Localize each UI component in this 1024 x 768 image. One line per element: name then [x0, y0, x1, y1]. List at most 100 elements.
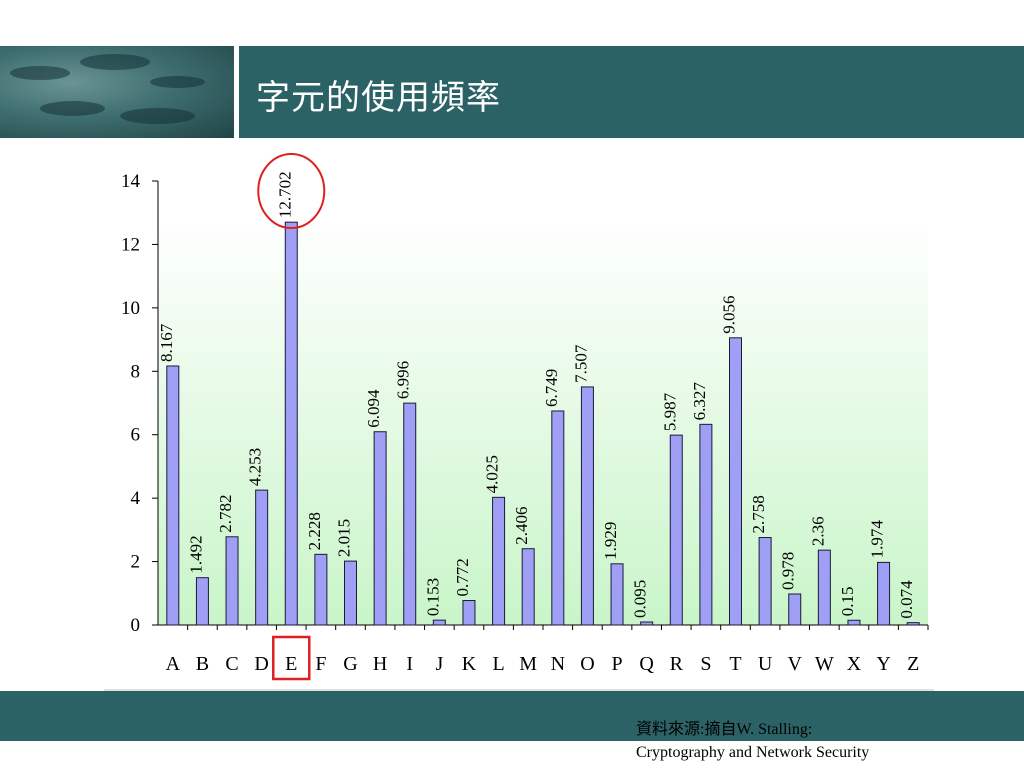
value-label: 0.772 — [453, 558, 472, 596]
value-label: 0.153 — [423, 578, 442, 616]
x-tick-label: X — [847, 653, 862, 675]
x-tick-label: E — [285, 653, 297, 675]
x-tick-label: Q — [639, 653, 654, 675]
x-tick-label: J — [435, 653, 443, 675]
value-label: 0.074 — [897, 580, 916, 619]
x-tick-label: V — [788, 653, 803, 675]
source-line-1: 資料來源:摘自W. Stalling: — [636, 721, 813, 738]
bar-m — [521, 548, 535, 626]
bar-e — [284, 221, 298, 626]
bar-p — [610, 563, 624, 626]
x-tick-label: I — [406, 653, 413, 675]
highlights — [257, 153, 326, 681]
value-label: 2.015 — [335, 519, 354, 557]
bar-y — [877, 561, 891, 626]
source-line-2: Cryptography and Network Security — [636, 744, 870, 761]
bar-g — [344, 560, 357, 626]
bar-a — [166, 365, 180, 626]
x-tick-label: L — [492, 653, 504, 675]
value-label: 4.253 — [246, 448, 265, 486]
bar-c — [225, 536, 239, 626]
x-tick-label: C — [225, 653, 238, 675]
highlight-circle — [257, 153, 326, 229]
y-tick-label: 10 — [121, 298, 140, 319]
bar-u — [758, 537, 772, 626]
value-label: 1.929 — [601, 522, 620, 560]
value-label: 4.025 — [483, 455, 502, 493]
footer-bar — [0, 691, 1024, 741]
y-tick-label: 4 — [131, 488, 141, 509]
bar-d — [255, 489, 269, 626]
value-label: 2.406 — [512, 506, 531, 544]
bar-o — [580, 386, 594, 626]
bar-w — [817, 549, 831, 626]
y-tick-label: 8 — [131, 361, 141, 382]
x-tick-label: O — [580, 653, 594, 675]
value-label: 6.327 — [690, 382, 709, 421]
bar-q — [640, 621, 654, 626]
x-tick-label: Y — [876, 653, 890, 675]
y-tick-label: 14 — [121, 171, 141, 192]
bars: 8.167 1.492 2.782 4.253 12.702 2.228 2.015 6.09… — [157, 171, 920, 626]
x-tick-label: P — [611, 653, 622, 675]
bar-n — [551, 410, 565, 626]
x-tick-label: R — [670, 653, 684, 675]
value-label: 8.167 — [157, 323, 176, 362]
x-tick-label: F — [315, 653, 326, 675]
highlight-box — [272, 635, 311, 681]
plot-area — [158, 215, 928, 625]
bar-chart: 0 2 4 6 8 10 12 14 8.167 1.492 2.782 4.253 12.702 2.… — [104, 153, 934, 691]
value-label: 9.056 — [720, 296, 739, 334]
x-tick-label: T — [729, 653, 741, 675]
x-tick-label: S — [700, 653, 711, 675]
y-tick-label: 0 — [131, 615, 141, 636]
y-tick-label: 6 — [131, 425, 141, 446]
x-tick-label: B — [196, 653, 209, 675]
bar-l — [492, 496, 506, 626]
value-label: 6.749 — [542, 369, 561, 407]
value-label: 7.507 — [571, 344, 590, 383]
x-tick-label: U — [758, 653, 773, 675]
bar-v — [788, 593, 802, 626]
value-label: 12.702 — [275, 171, 294, 218]
x-tick-label: Z — [907, 653, 919, 675]
value-label: 1.492 — [186, 535, 205, 573]
bar-s — [699, 423, 713, 626]
value-label: 0.978 — [779, 552, 798, 590]
value-label: 2.228 — [305, 512, 324, 550]
bar-i — [403, 402, 417, 626]
source-note: 資料來源:摘自W. Stalling: Cryptography and Net… — [636, 718, 869, 764]
title-bar — [239, 46, 1024, 138]
value-label: 0.15 — [838, 586, 857, 616]
value-label: 2.36 — [808, 516, 827, 546]
bar-z — [906, 622, 920, 626]
x-tick-label: K — [462, 653, 477, 675]
value-label: 1.974 — [868, 520, 887, 559]
bar-r — [669, 434, 683, 626]
page-title: 字元的使用頻率 — [256, 78, 501, 118]
bar-f — [314, 553, 328, 626]
x-tick-label: G — [343, 653, 357, 675]
value-label: 6.996 — [394, 361, 413, 399]
bar-b — [195, 577, 209, 626]
x-tick-label: W — [815, 653, 834, 675]
value-label: 0.095 — [631, 580, 650, 618]
bar-j — [432, 619, 446, 626]
bar-t — [729, 337, 742, 626]
bar-x — [847, 619, 861, 626]
value-label: 2.758 — [749, 495, 768, 533]
x-tick-label: N — [551, 653, 565, 675]
x-tick-label: M — [519, 653, 537, 675]
x-tick-label: A — [166, 653, 181, 675]
bar-h — [373, 431, 387, 626]
y-tick-label: 12 — [121, 234, 140, 255]
x-tick-label: D — [254, 653, 268, 675]
header-photo — [0, 46, 234, 138]
bar-k — [462, 600, 476, 626]
value-label: 5.987 — [660, 392, 679, 431]
value-label: 2.782 — [216, 495, 235, 533]
y-tick-label: 2 — [131, 552, 141, 573]
x-tick-label: H — [373, 653, 387, 675]
value-label: 6.094 — [364, 389, 383, 428]
